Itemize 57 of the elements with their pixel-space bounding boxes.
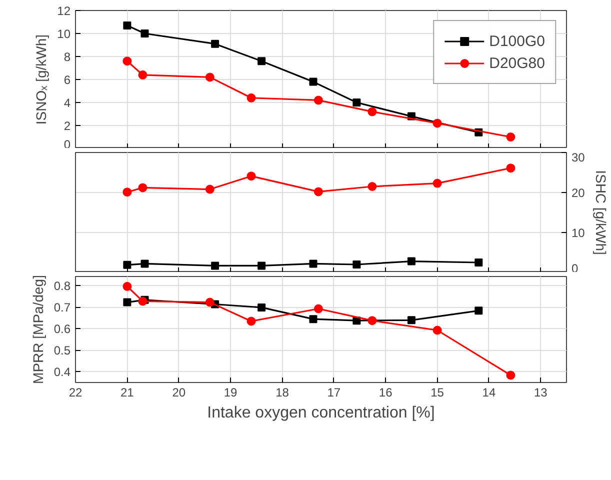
point	[309, 315, 318, 324]
y-axis-title: ISNOₓ [g/kWh]	[33, 34, 50, 125]
x-tick-label: 20	[172, 386, 186, 400]
point	[352, 98, 361, 106]
point	[506, 132, 516, 142]
point	[138, 296, 148, 306]
point	[309, 78, 318, 86]
x-tick-label: 14	[482, 386, 496, 400]
x-tick-label: 22	[68, 386, 82, 400]
point	[246, 316, 256, 326]
y-tick-label: 0.4	[54, 365, 71, 380]
point	[474, 306, 483, 315]
x-tick-label: 15	[430, 386, 444, 400]
legend-label: D100G0	[489, 32, 545, 50]
point	[122, 282, 132, 291]
y2-axis-title: ISHC [g/kWh]	[592, 170, 609, 255]
y-tick-label: 8	[64, 50, 71, 64]
y2-tick-label: 20	[572, 186, 586, 200]
y-tick-label: 6	[64, 73, 71, 87]
point	[314, 304, 323, 314]
y2-tick-label: 30	[572, 150, 586, 164]
point	[122, 56, 132, 66]
point	[258, 57, 266, 66]
y-tick-label: 12	[57, 4, 71, 18]
point	[432, 326, 442, 335]
y2-tick-label: 10	[572, 226, 586, 240]
legend-label: D20G80	[489, 54, 545, 72]
y-tick-label: 10	[57, 27, 71, 41]
point	[246, 93, 256, 102]
x-tick-label: 18	[276, 386, 290, 400]
x-tick-label: 13	[534, 386, 548, 400]
y-tick-label: 0.6	[54, 322, 71, 336]
point	[123, 298, 132, 306]
y-tick-label: 0.8	[54, 279, 71, 294]
point	[368, 107, 377, 116]
point	[314, 96, 323, 105]
x-axis-title: Intake oxygen concentration [%]	[207, 404, 435, 422]
point	[432, 118, 442, 128]
y-tick-label: 0.5	[54, 344, 71, 358]
y-tick-label: 4	[64, 96, 71, 110]
point	[368, 316, 377, 326]
point	[258, 303, 266, 312]
point	[407, 316, 416, 324]
point	[506, 370, 516, 380]
x-tick-label: 17	[327, 386, 341, 400]
point	[138, 70, 148, 80]
point	[205, 72, 214, 82]
point	[211, 40, 220, 48]
point	[123, 21, 132, 30]
x-tick-label: 21	[120, 386, 134, 400]
y-tick-label: 2	[64, 119, 71, 133]
x-tick-label: 16	[378, 386, 393, 400]
point	[205, 298, 214, 307]
x-tick-label: 19	[224, 386, 238, 400]
point	[140, 30, 149, 38]
y-tick-label: 0.7	[54, 300, 71, 315]
y-axis-title: MPRR [MPa/deg]	[30, 275, 46, 384]
